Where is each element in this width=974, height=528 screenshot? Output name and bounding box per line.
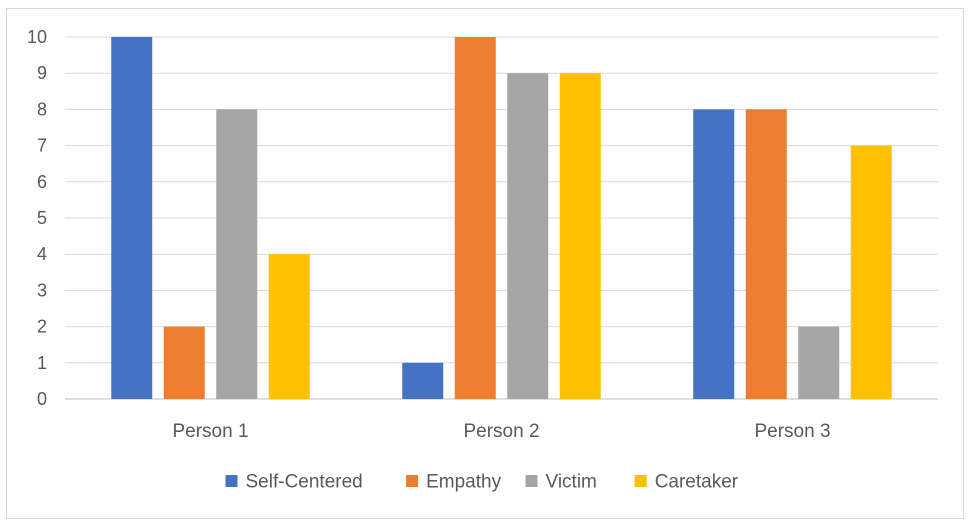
y-tick-label: 10 [27,27,47,47]
y-tick-label: 3 [37,280,47,300]
bar-empathy-person-3 [745,109,787,400]
bar-caretaker-person-2 [559,73,601,399]
bar-self-centered-person-3 [693,109,735,400]
legend-label: Self-Centered [246,472,363,493]
x-axis-ticks: Person 1 Person 2 Person 3 [172,421,830,442]
legend-swatch [225,475,238,487]
bar-empathy-person-1 [163,326,205,399]
chart-frame: 0 1 2 3 4 5 6 7 8 9 10 Person 1 Person 2 Person 3 Se… [6,8,964,519]
bar-victim-person-2 [507,73,549,399]
y-tick-label: 9 [37,63,47,83]
y-tick-label: 8 [37,99,47,119]
legend-swatch [525,475,538,487]
y-axis-ticks: 0 1 2 3 4 5 6 7 8 9 10 [27,27,47,409]
bar-self-centered-person-2 [402,362,444,399]
bar-victim-person-3 [798,326,840,399]
y-tick-label: 7 [37,136,47,156]
bar-empathy-person-2 [454,37,496,399]
legend: Self-Centered Empathy Victim Caretaker [225,472,739,493]
bar-caretaker-person-3 [850,145,892,399]
legend-label: Empathy [426,472,501,493]
y-tick-label: 2 [37,317,47,337]
gridlines [65,36,938,400]
x-tick-label: Person 3 [754,421,830,442]
bar-caretaker-person-1 [268,254,310,399]
bars [111,37,892,400]
y-tick-label: 5 [37,208,47,228]
y-tick-label: 0 [37,389,47,409]
x-tick-label: Person 1 [172,421,248,442]
y-tick-label: 1 [37,353,47,373]
bar-victim-person-1 [216,109,258,400]
legend-swatch [634,475,647,487]
legend-label: Victim [546,472,597,493]
y-tick-label: 6 [37,172,47,192]
legend-label: Caretaker [655,472,739,493]
y-tick-label: 4 [37,244,47,264]
bar-self-centered-person-1 [111,37,153,399]
bar-chart: 0 1 2 3 4 5 6 7 8 9 10 Person 1 Person 2 Person 3 Se… [27,27,938,493]
x-tick-label: Person 2 [463,421,539,442]
legend-swatch [406,475,419,487]
